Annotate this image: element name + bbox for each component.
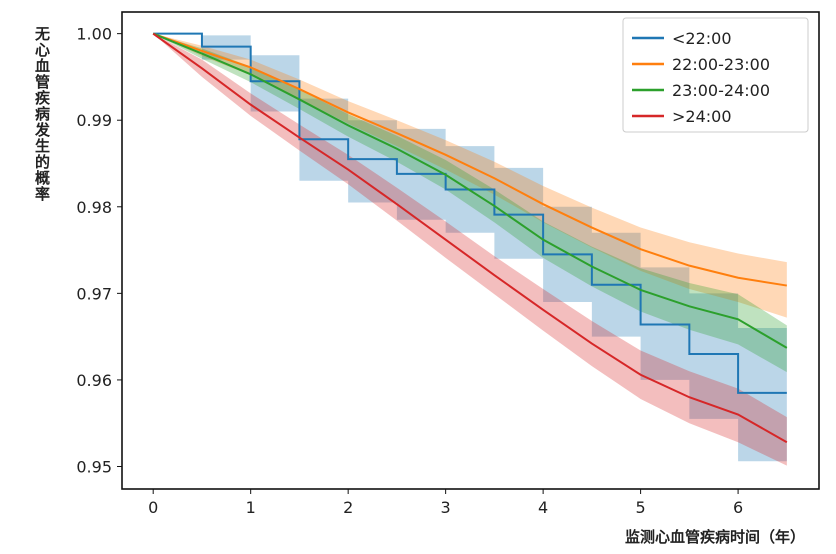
x-tick-label: 6 xyxy=(733,498,743,517)
x-tick-label: 1 xyxy=(246,498,256,517)
x-tick-label: 0 xyxy=(148,498,158,517)
y-tick-label: 0.97 xyxy=(76,284,112,303)
y-tick-label: 0.95 xyxy=(76,457,112,476)
ci-band-2 xyxy=(153,33,787,373)
y-axis-label: 无心血管疾病发生的概率 xyxy=(33,26,51,202)
legend-label: 22:00-23:00 xyxy=(672,55,770,74)
y-tick-label: 1.00 xyxy=(76,25,112,44)
legend-label: 23:00-24:00 xyxy=(672,81,770,100)
x-tick-label: 5 xyxy=(636,498,646,517)
legend-label: <22:00 xyxy=(672,29,732,48)
y-tick-label: 0.98 xyxy=(76,198,112,217)
ci-band-0 xyxy=(153,33,787,462)
series-line-1 xyxy=(152,32,787,287)
legend: <22:00 22:00-23:00 23:00-24:00 >24:00 xyxy=(622,17,809,133)
plot-frame xyxy=(121,11,820,490)
y-tick-label: 0.99 xyxy=(76,111,112,130)
x-tick-label: 3 xyxy=(441,498,451,517)
y-tick-label: 0.96 xyxy=(76,371,112,390)
legend-label: >24:00 xyxy=(672,107,732,126)
series-line-3 xyxy=(152,32,788,444)
x-axis-label: 监测心血管疾病时间（年） xyxy=(625,528,805,546)
ci-band-1 xyxy=(153,33,787,318)
x-tick-label: 2 xyxy=(343,498,353,517)
ci-band-3 xyxy=(153,33,787,466)
x-tick-label: 4 xyxy=(538,498,548,517)
series-line-2 xyxy=(152,32,788,349)
